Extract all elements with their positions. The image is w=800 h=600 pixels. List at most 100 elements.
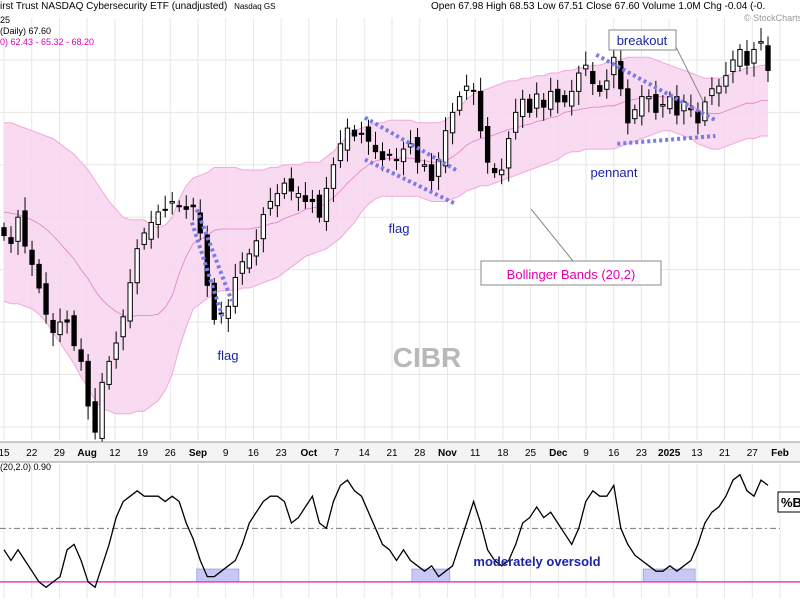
candle-body [470,89,477,92]
symbol-watermark: CIBR [393,342,461,373]
x-tick-label: 9 [583,448,589,459]
candle-body [155,211,161,226]
candle-body [309,198,316,202]
candle-body [190,204,196,208]
candle-body [253,240,260,257]
candle-body [379,151,386,161]
candle-body [667,96,673,110]
x-tick-label: 15 [0,448,10,459]
x-tick-label: 25 [525,448,537,459]
candle-body [106,360,112,385]
candle-body [15,216,21,242]
candle-body [267,200,274,209]
x-tick-label: 11 [470,448,481,459]
x-tick-label: 16 [248,448,260,459]
x-tick-label: 21 [719,448,731,459]
x-tick-label: 2025 [658,448,681,459]
x-tick-label: 12 [109,448,121,459]
flag-label-1: flag [218,348,239,363]
candle-body [288,178,295,192]
candle-body [723,75,729,87]
candle-body [569,90,575,107]
x-tick-label: 13 [691,448,703,459]
candle-body [421,164,428,167]
candle-body [8,237,14,244]
x-tick-label: Sep [189,448,207,459]
x-tick-label: 18 [497,448,509,459]
candle-body [344,127,351,151]
oversold-label: moderately oversold [473,554,600,569]
candle-body [211,282,217,320]
candle-body [548,90,554,110]
candle-body [351,129,358,137]
candle-body [239,261,245,274]
candle-body [78,349,84,362]
candle-body [660,103,666,107]
pennant-label: pennant [591,165,638,180]
candle-body [632,109,638,120]
candle-body [232,276,238,307]
candle-body [625,88,631,124]
candle-body [169,200,175,204]
bollinger-band-area [4,57,768,414]
candle-body [386,153,393,156]
candle-body [246,253,252,269]
x-tick-label: 9 [223,448,229,459]
ohlc-readout: Open 67.98 High 68.53 Low 67.51 Close 67… [431,1,766,12]
x-tick-label: Feb [771,448,789,459]
breakout-box [608,29,677,51]
x-axis-ticks: 15 22 29 Aug 12 19 26 Sep 9 16 23 Oct 7 14 21 28 Nov 11 18… [0,448,789,459]
pctb-header: (20,2.0) 0.90 [0,462,51,472]
x-tick-label: Oct [301,448,318,459]
candle-body [358,132,365,135]
bollinger-upper-band [4,56,768,229]
oversold-box [411,568,451,583]
candle-body [449,111,456,134]
candle-body [50,319,56,334]
candle-body [534,93,540,109]
candle-body [604,80,610,90]
daily-label: (Daily) 67.60 [0,26,52,36]
pctb-grid [3,464,781,598]
candle-body [64,319,70,323]
flag-label-2: flag [389,221,410,236]
candle-body [477,90,484,132]
flag-1-lower [189,221,226,321]
pctb-line [3,473,769,589]
candle-body [372,144,379,153]
breakout-label: breakout [617,33,668,48]
candle-body [400,148,407,163]
candle-body [85,360,91,407]
oversold-box [196,568,240,583]
candle-body [702,101,708,122]
candle-body [393,159,400,162]
candle-body [176,205,182,208]
breakout-pointer [675,46,705,104]
candle-body [520,98,526,118]
candle-body [541,99,547,108]
candle-body [134,248,140,284]
pctb-tag-box [777,491,800,513]
x-tick-label: 21 [386,448,398,459]
candle-body [120,316,126,338]
candle-body [597,85,603,92]
candle-body [653,94,659,113]
candle-body [555,88,561,103]
candle-body [744,51,750,66]
exchange-text: Nasdaq GS [234,2,276,11]
line1-prefix: 25 [0,15,11,25]
candle-body [639,96,645,117]
x-tick-label: 14 [359,448,371,459]
x-tick-label: 29 [54,448,66,459]
candle-body [36,263,42,289]
candle-body [57,321,63,336]
title-text: irst Trust NASDAQ Cybersecurity ETF (una… [0,1,228,12]
oversold-box [642,568,696,583]
candle-body [162,208,168,211]
candle-body [737,48,743,67]
flag-2-lower [364,157,457,206]
candle-body [758,41,764,44]
candle-body [456,96,463,111]
candle-body [323,187,330,222]
